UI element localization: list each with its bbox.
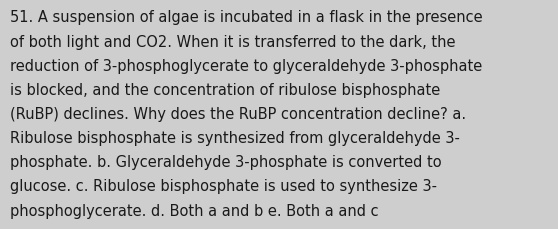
Text: 51. A suspension of algae is incubated in a flask in the presence: 51. A suspension of algae is incubated i… <box>10 10 483 25</box>
Text: of both light and CO2. When it is transferred to the dark, the: of both light and CO2. When it is transf… <box>10 34 455 49</box>
Text: glucose. c. Ribulose bisphosphate is used to synthesize 3-: glucose. c. Ribulose bisphosphate is use… <box>10 179 437 194</box>
Text: reduction of 3-phosphoglycerate to glyceraldehyde 3-phosphate: reduction of 3-phosphoglycerate to glyce… <box>10 58 482 73</box>
Text: phosphoglycerate. d. Both a and b e. Both a and c: phosphoglycerate. d. Both a and b e. Bot… <box>10 203 379 218</box>
Text: phosphate. b. Glyceraldehyde 3-phosphate is converted to: phosphate. b. Glyceraldehyde 3-phosphate… <box>10 155 442 169</box>
Text: Ribulose bisphosphate is synthesized from glyceraldehyde 3-: Ribulose bisphosphate is synthesized fro… <box>10 131 460 145</box>
Text: is blocked, and the concentration of ribulose bisphosphate: is blocked, and the concentration of rib… <box>10 82 440 97</box>
Text: (RuBP) declines. Why does the RuBP concentration decline? a.: (RuBP) declines. Why does the RuBP conce… <box>10 106 466 121</box>
